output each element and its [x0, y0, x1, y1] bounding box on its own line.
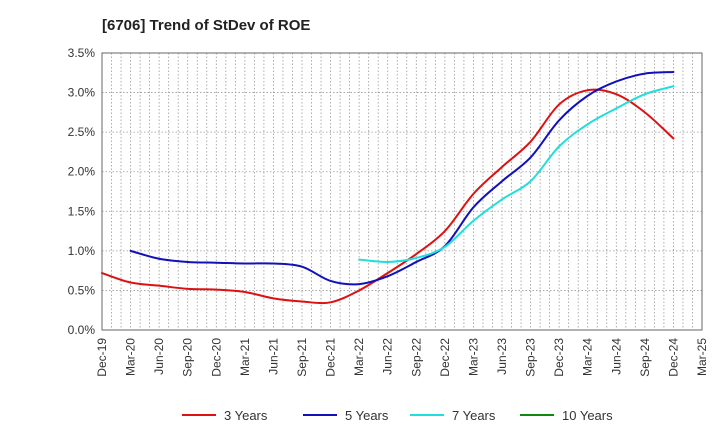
- x-tick-label: Jun-22: [381, 338, 395, 375]
- x-tick-label: Sep-23: [524, 338, 538, 377]
- series-line-2: [129, 70, 675, 286]
- x-tick-label: Jun-24: [609, 338, 623, 375]
- x-tick-label: Dec-22: [438, 338, 452, 377]
- y-tick-label: 2.5%: [68, 125, 96, 139]
- series-line-3: [358, 85, 675, 263]
- x-tick-label: Dec-24: [666, 338, 680, 377]
- legend-label: 3 Years: [224, 408, 268, 423]
- y-tick-label: 0.0%: [68, 323, 96, 337]
- x-tick-label: Sep-20: [181, 338, 195, 377]
- x-tick-label: Dec-23: [552, 338, 566, 377]
- x-tick-label: Mar-24: [581, 338, 595, 376]
- y-tick-label: 1.0%: [68, 244, 96, 258]
- legend-label: 10 Years: [562, 408, 613, 423]
- legend-label: 7 Years: [452, 408, 496, 423]
- x-tick-label: Sep-22: [409, 338, 423, 377]
- x-tick-label: Sep-24: [638, 338, 652, 377]
- y-tick-label: 2.0%: [68, 165, 96, 179]
- x-tick-label: Jun-21: [266, 338, 280, 375]
- y-tick-label: 1.5%: [68, 204, 96, 218]
- y-tick-label: 0.5%: [68, 283, 96, 297]
- plot-area-border: [101, 52, 703, 331]
- legend: 3 Years 5 Years 7 Years 10 Years: [182, 408, 613, 423]
- x-tick-label: Jun-23: [495, 338, 509, 375]
- x-tick-label: Jun-20: [152, 338, 166, 375]
- y-tick-label: 3.0%: [68, 86, 96, 100]
- x-tick-label: Mar-23: [466, 338, 480, 376]
- series-lines: [101, 70, 675, 305]
- x-tick-label: Mar-21: [238, 338, 252, 376]
- x-tick-label: Mar-25: [695, 338, 709, 376]
- x-tick-label: Dec-21: [324, 338, 338, 377]
- series-line-1: [101, 88, 675, 305]
- x-tick-label: Dec-19: [95, 338, 109, 377]
- chart-title: [6706] Trend of StDev of ROE: [102, 17, 310, 34]
- legend-label: 5 Years: [345, 408, 389, 423]
- x-tick-label: Mar-20: [124, 338, 138, 376]
- x-tick-label: Mar-22: [352, 338, 366, 376]
- axes: 0.0% 0.5% 1.0% 1.5% 2.0% 2.5% 3.0% 3.5% Dec-19 Ma…: [68, 46, 709, 377]
- grid: [101, 52, 703, 331]
- x-tick-label: Sep-21: [295, 338, 309, 377]
- y-tick-label: 3.5%: [68, 46, 96, 60]
- x-tick-label: Dec-20: [209, 338, 223, 377]
